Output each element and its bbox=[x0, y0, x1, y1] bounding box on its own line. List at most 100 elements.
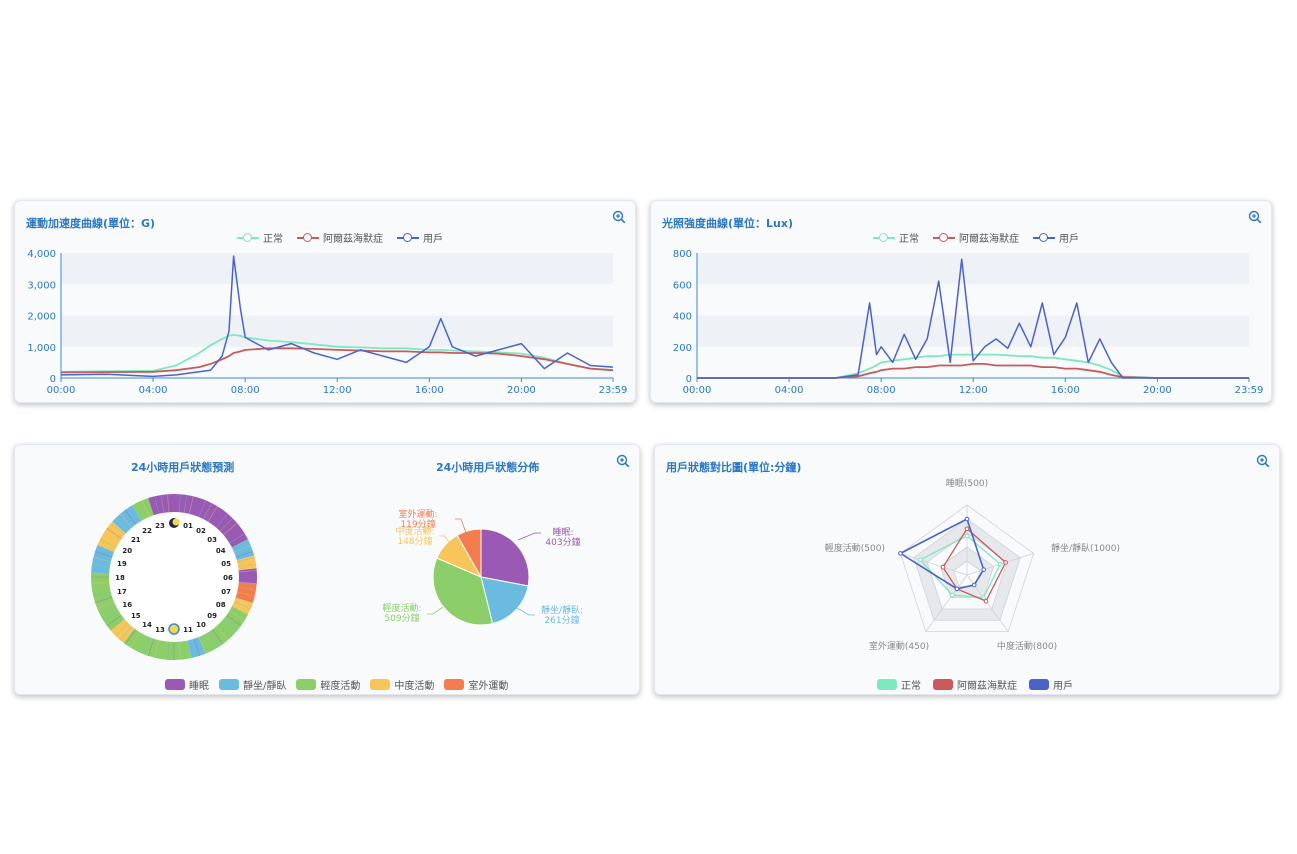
ring-stripe bbox=[130, 506, 141, 522]
ring-stripe bbox=[207, 632, 218, 648]
legend-user-icon bbox=[397, 232, 419, 243]
radar-spoke bbox=[925, 574, 968, 632]
radar-axis-label: 睡眠(500) bbox=[946, 477, 988, 489]
ring-stripe bbox=[188, 640, 194, 658]
hour-label: 21 bbox=[131, 536, 141, 544]
legend-light-activity[interactable]: 輕度活動 bbox=[296, 677, 360, 692]
legend-sit[interactable]: 靜坐/靜臥 bbox=[219, 677, 286, 692]
ring-segment bbox=[97, 521, 126, 553]
legend-user[interactable]: 用戶 bbox=[1033, 230, 1079, 245]
ring-stripe bbox=[160, 494, 165, 513]
hour-label: 06 bbox=[223, 574, 233, 582]
x-tick-label: 04:00 bbox=[775, 385, 804, 396]
accel-chart-title: 運動加速度曲線(單位：G) bbox=[26, 217, 156, 230]
zoom-icon[interactable] bbox=[1248, 210, 1262, 224]
ring-stripe bbox=[154, 640, 160, 658]
x-tick-label: 23:59 bbox=[599, 385, 628, 396]
ring-stripe bbox=[136, 502, 145, 520]
legend-normal-icon bbox=[873, 232, 895, 243]
legend-normal[interactable]: 正常 bbox=[877, 677, 921, 692]
legend-label: 阿爾茲海默症 bbox=[957, 681, 1017, 692]
ring-stripe bbox=[193, 638, 200, 657]
legend-label: 正常 bbox=[899, 234, 919, 245]
pie-slice bbox=[456, 528, 482, 579]
radar-card: 用戶狀態對比圖(單位:分鐘) 睡眠(500) 靜坐/靜臥(1000) 中度活動(80… bbox=[654, 444, 1280, 695]
radar-chart-title: 用戶狀態對比圖(單位:分鐘) bbox=[666, 461, 802, 474]
zoom-icon[interactable] bbox=[1256, 454, 1270, 468]
radar-point bbox=[964, 516, 970, 522]
ring-stripe bbox=[91, 570, 110, 573]
ring-segment bbox=[235, 582, 257, 603]
legend-alzheimers-icon bbox=[933, 232, 955, 243]
legend-user[interactable]: 用戶 bbox=[397, 230, 443, 245]
pie-label: 睡眠: bbox=[552, 526, 573, 538]
hour-label: 07 bbox=[221, 588, 231, 596]
ring-stripe bbox=[238, 570, 257, 573]
legend-label: 用戶 bbox=[1053, 681, 1073, 692]
ring-segment bbox=[123, 628, 192, 660]
legend-normal[interactable]: 正常 bbox=[237, 230, 283, 245]
radar-point bbox=[983, 598, 989, 604]
radar-legend: 正常 阿爾茲海默症 用戶 bbox=[877, 677, 1073, 692]
hour-label: 13 bbox=[155, 626, 165, 634]
ring-stripe bbox=[115, 518, 129, 532]
status-legend: 睡眠 靜坐/靜臥 輕度活動 中度活動 室外運動 bbox=[165, 677, 508, 692]
ring-stripe bbox=[226, 614, 242, 627]
ring-stripe bbox=[235, 596, 254, 603]
ring-stripe bbox=[215, 626, 229, 641]
legend-alzheimers[interactable]: 阿爾茲海默症 bbox=[933, 677, 1017, 692]
ring-stripe bbox=[231, 606, 249, 615]
pie-slice bbox=[432, 557, 494, 626]
legend-normal[interactable]: 正常 bbox=[873, 230, 919, 245]
ring-stripe bbox=[154, 496, 160, 514]
zoom-icon[interactable] bbox=[616, 454, 630, 468]
legend-label: 用戶 bbox=[423, 234, 443, 245]
radar-axis-label: 中度活動(800) bbox=[997, 640, 1057, 652]
ring-stripe bbox=[119, 513, 133, 528]
ring-stripe bbox=[148, 497, 155, 516]
y-tick-label: 400 bbox=[673, 312, 692, 323]
ring-stripe bbox=[91, 581, 110, 584]
legend-alzheimers[interactable]: 阿爾茲海默症 bbox=[297, 230, 383, 245]
pie-slice bbox=[480, 576, 529, 625]
ring-stripe bbox=[160, 641, 165, 660]
grid-band bbox=[61, 253, 613, 285]
hour-label: 22 bbox=[142, 527, 152, 535]
legend-mid-activity[interactable]: 中度活動 bbox=[370, 677, 434, 692]
y-tick-label: 800 bbox=[673, 249, 692, 260]
legend-user[interactable]: 用戶 bbox=[1029, 677, 1073, 692]
ring-stripe bbox=[207, 506, 218, 522]
pie-value-label: 119分鐘 bbox=[400, 518, 435, 530]
ring-stripe bbox=[110, 618, 125, 632]
ring-segment bbox=[238, 568, 257, 584]
ring-segment bbox=[90, 572, 125, 631]
pie-slice bbox=[480, 528, 530, 587]
radar-spoke bbox=[900, 552, 968, 576]
legend-outdoor[interactable]: 室外運動 bbox=[444, 677, 508, 692]
ring-stripe bbox=[198, 500, 207, 518]
legend-alzheimers[interactable]: 阿爾茲海默症 bbox=[933, 230, 1019, 245]
ring-segment bbox=[231, 539, 255, 561]
accel-chart-card: 運動加速度曲線(單位：G) 正常 阿爾茲海默症 用戶 4,000 3,000 2,0… bbox=[14, 200, 636, 403]
radar-point bbox=[918, 557, 923, 563]
radar-axis-label: 室外運動(450) bbox=[869, 640, 929, 652]
hour-label: 04 bbox=[216, 547, 226, 555]
series-line-2 bbox=[60, 255, 614, 378]
legend-mid-icon bbox=[370, 679, 391, 690]
legend-normal-icon bbox=[237, 232, 259, 243]
pie-value-label: 261分鐘 bbox=[544, 614, 579, 626]
ring-stripe bbox=[219, 518, 233, 532]
ring-segment bbox=[110, 619, 135, 643]
ring-stripe bbox=[178, 641, 181, 660]
ring-stripe bbox=[238, 563, 257, 568]
ring-stripe bbox=[148, 638, 155, 657]
ring-stripe bbox=[97, 601, 115, 610]
ring-stripe bbox=[97, 544, 115, 553]
legend-sleep[interactable]: 睡眠 bbox=[165, 677, 209, 692]
pie-label: 室外運動: bbox=[398, 508, 437, 520]
legend-user-icon bbox=[1033, 232, 1055, 243]
y-tick-label: 3,000 bbox=[27, 280, 56, 291]
grid-band bbox=[61, 315, 613, 347]
zoom-icon[interactable] bbox=[612, 210, 626, 224]
ring-stripe bbox=[238, 581, 257, 584]
